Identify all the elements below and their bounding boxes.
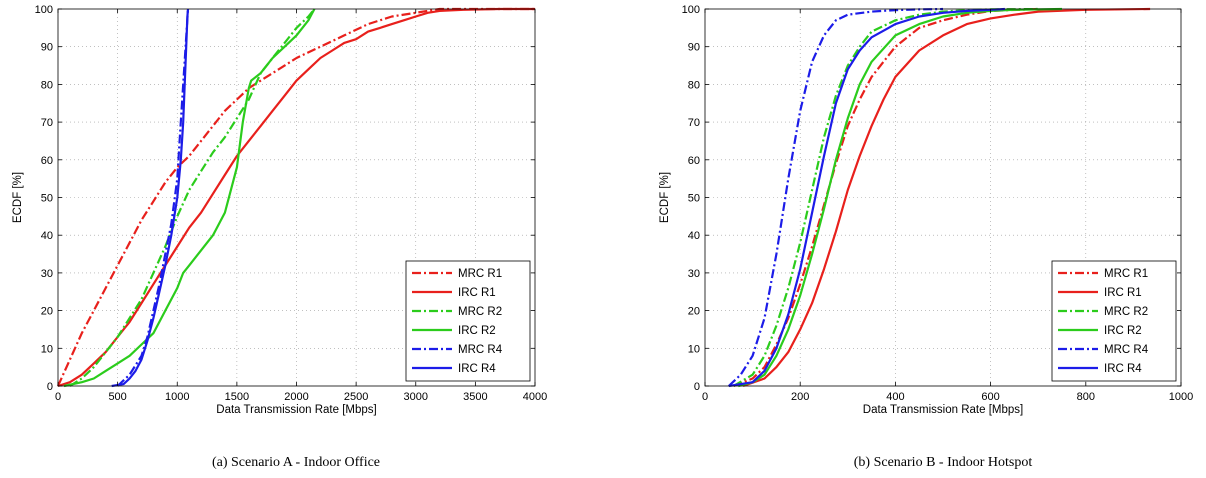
y-tick-label: 90 xyxy=(41,42,53,54)
y-tick-label: 90 xyxy=(688,42,700,54)
series-line-irc-r1 xyxy=(742,7,1151,388)
series-line-mrc-r1 xyxy=(733,7,1039,388)
y-tick-label: 20 xyxy=(688,306,700,318)
y-tick-label: 40 xyxy=(41,230,53,242)
x-tick-label: 500 xyxy=(108,391,126,403)
legend: MRC R1 IRC R1 MRC R2 IRC R2 MRC R4 IRC R4 xyxy=(1051,260,1177,382)
series-line-irc-r2 xyxy=(738,7,1063,388)
y-tick-label: 40 xyxy=(688,230,700,242)
legend-box xyxy=(1051,260,1177,382)
legend-entry-label: IRC R4 xyxy=(458,363,496,375)
x-tick-label: 3000 xyxy=(404,391,428,403)
legend-entry-label: MRC R4 xyxy=(458,344,503,356)
series-line-irc-r4 xyxy=(728,7,1005,388)
series-line-irc-r2 xyxy=(63,8,316,388)
caption-scenario-a: (a) Scenario A - Indoor Office xyxy=(211,455,381,470)
y-tick-label: 20 xyxy=(41,306,53,318)
x-tick-label: 400 xyxy=(886,391,904,403)
legend-entry-label: MRC R2 xyxy=(458,306,502,318)
legend-box xyxy=(405,260,531,382)
y-tick-label: 50 xyxy=(41,193,53,205)
y-tick-label: 60 xyxy=(688,155,700,167)
x-tick-label: 1000 xyxy=(1169,391,1193,403)
y-tick-label: 70 xyxy=(688,117,700,129)
y-tick-label: 80 xyxy=(688,79,700,91)
caption-scenario-b: (b) Scenario B - Indoor Hotspot xyxy=(853,455,1033,470)
series-line-mrc-r2 xyxy=(69,8,316,387)
y-tick-label: 10 xyxy=(688,343,700,355)
series-line-mrc-r4 xyxy=(728,7,944,387)
x-tick-label: 200 xyxy=(791,391,809,403)
series-line-irc-r4 xyxy=(111,8,190,388)
x-tick-label: 0 xyxy=(702,391,708,403)
series-line-irc-r1 xyxy=(57,7,535,388)
x-tick-label: 4000 xyxy=(523,391,547,403)
y-tick-label: 10 xyxy=(41,343,53,355)
legend: MRC R1 IRC R1 MRC R2 IRC R2 MRC R4 IRC R4 xyxy=(405,260,531,382)
x-tick-label: 600 xyxy=(981,391,999,403)
series-line-mrc-r2 xyxy=(733,7,1039,387)
series-line-mrc-r4 xyxy=(116,8,190,387)
legend-entry-label: MRC R2 xyxy=(1104,306,1148,318)
y-tick-label: 30 xyxy=(41,268,53,280)
y-tick-label: 0 xyxy=(47,381,53,393)
x-tick-label: 1500 xyxy=(225,391,249,403)
y-tick-label: 70 xyxy=(41,117,53,129)
x-tick-label: 0 xyxy=(55,391,61,403)
y-tick-label: 100 xyxy=(682,4,700,16)
legend-entry-label: IRC R2 xyxy=(458,325,496,337)
x-tick-label: 1000 xyxy=(165,391,189,403)
x-tick-label: 2500 xyxy=(344,391,368,403)
legend-entry-label: IRC R1 xyxy=(458,287,496,299)
legend-entry-label: IRC R2 xyxy=(1104,325,1142,337)
y-tick-label: 100 xyxy=(35,4,53,16)
y-axis-label: ECDF [%] xyxy=(12,172,24,223)
series-line-mrc-r1 xyxy=(56,7,535,387)
y-tick-label: 60 xyxy=(41,155,53,167)
chart-panel-b: 0 200 400 600 800 1000 0 10 20 30 40 50 60 70 80 90 100 D… xyxy=(659,4,1193,416)
legend-entry-label: IRC R4 xyxy=(1104,363,1142,375)
x-tick-label: 800 xyxy=(1077,391,1095,403)
x-axis-label: Data Transmission Rate [Mbps] xyxy=(863,404,1023,416)
y-tick-label: 30 xyxy=(688,268,700,280)
legend-entry-label: MRC R4 xyxy=(1104,344,1149,356)
x-tick-label: 2000 xyxy=(284,391,308,403)
y-axis-label: ECDF [%] xyxy=(659,172,671,223)
chart-panel-a: 0 500 1000 1500 2000 2500 3000 3500 4000 0 10 20 30 4… xyxy=(12,4,547,416)
y-tick-label: 80 xyxy=(41,79,53,91)
legend-entry-label: MRC R1 xyxy=(458,268,502,280)
x-axis-label: Data Transmission Rate [Mbps] xyxy=(216,404,376,416)
legend-entry-label: IRC R1 xyxy=(1104,287,1142,299)
x-tick-label: 3500 xyxy=(463,391,487,403)
legend-entry-label: MRC R1 xyxy=(1104,268,1148,280)
y-tick-label: 50 xyxy=(688,193,700,205)
y-tick-label: 0 xyxy=(694,381,700,393)
